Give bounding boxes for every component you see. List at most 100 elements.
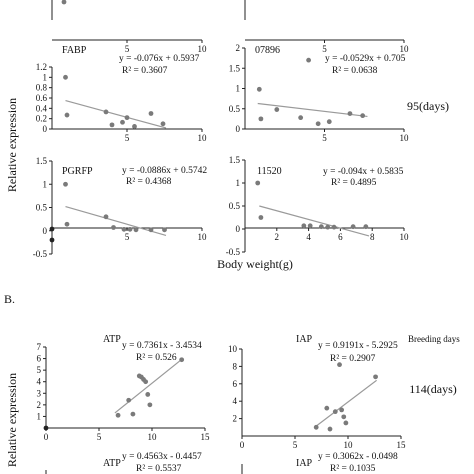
y-tick-label: 6	[233, 379, 238, 389]
data-point	[326, 119, 332, 125]
x-tick-label: 10	[400, 44, 410, 54]
data-point	[331, 224, 337, 230]
data-point	[103, 109, 109, 115]
data-point	[274, 107, 280, 112]
chart-panel-07896: 5 10 0 0.5 1 1.5 2 07896 y = -0.0529x + 0.705 R² …	[229, 43, 409, 143]
origin-dot	[49, 226, 55, 232]
chart-panel-FABP: 5 10 00.20.40.60.811.2 FABP y = -0.076x + 0.…	[36, 45, 207, 143]
y-tick-label: 2	[233, 414, 238, 424]
y-tick-label: 7	[37, 342, 42, 352]
regression-equation: y = -0.0886x + 0.5742	[122, 166, 207, 176]
data-point	[124, 115, 130, 121]
regression-equation: y = 0.3062x - 0.0498	[318, 452, 398, 462]
data-point	[64, 112, 70, 118]
data-point	[120, 119, 125, 125]
y-tick-label: 1	[37, 411, 42, 421]
y-tick-label: 0.5	[36, 203, 48, 213]
data-point	[347, 111, 353, 117]
data-point	[111, 225, 116, 230]
y-tick-label: 0.4	[36, 103, 48, 113]
y-tick-label: 1	[43, 179, 48, 189]
data-point	[363, 224, 369, 230]
panel-title: IAP	[296, 458, 313, 469]
data-point	[61, 0, 67, 5]
data-point	[115, 412, 121, 418]
y-tick-label: 1.5	[36, 156, 48, 166]
y-tick-label: 0.8	[36, 83, 48, 93]
y-axis-label: Relative expression	[5, 98, 19, 192]
breeding-days-label: Breeding days	[408, 334, 460, 344]
data-point	[324, 405, 330, 411]
y-tick-label: 0.6	[36, 93, 48, 103]
x-tick-label: 0	[44, 432, 49, 442]
x-tick-label: 0	[240, 440, 245, 450]
x-tick-label: 5	[293, 440, 298, 450]
panel-letter-b: B.	[4, 292, 15, 306]
panel-title: 11520	[257, 166, 282, 177]
y-tick-label: 4	[37, 377, 42, 387]
x-tick-label: 10	[400, 133, 410, 143]
r-squared: R² = 0.4368	[126, 177, 172, 187]
trend-line	[65, 100, 167, 129]
data-point	[258, 116, 264, 122]
data-point	[145, 392, 151, 397]
data-point	[63, 74, 68, 80]
data-point	[160, 121, 166, 127]
y-tick-label: 10	[228, 344, 238, 354]
x-tick-label: 5	[125, 133, 130, 143]
data-point	[332, 409, 338, 415]
regression-equation: y = 0.9191x - 5.2925	[318, 341, 398, 351]
data-point	[373, 374, 378, 380]
y-tick-label: 1	[236, 178, 241, 188]
data-point	[360, 113, 366, 119]
r-squared: R² = 0.2907	[330, 354, 376, 364]
regression-equation: y = -0.0529x + 0.705	[325, 54, 406, 64]
x-tick-label: 10	[198, 232, 208, 242]
panel-title: ATP	[103, 458, 121, 469]
regression-equation: y = 0.7361x - 3.4534	[122, 341, 202, 351]
x-tick-label: 10	[344, 440, 354, 450]
x-tick-label: 15	[201, 432, 211, 442]
data-point	[103, 214, 109, 220]
data-point	[306, 57, 311, 63]
data-point	[315, 121, 321, 127]
y-tick-label: 3	[37, 388, 42, 398]
y-tick-label: 2	[37, 400, 42, 410]
data-point	[327, 426, 333, 432]
data-point	[258, 215, 264, 220]
data-point	[255, 180, 261, 186]
data-point	[109, 122, 115, 128]
data-point	[256, 86, 262, 92]
chart-panel-top-right-partial: 5 10	[244, 0, 410, 54]
panel-title: PGRFP	[62, 166, 93, 177]
trend-line	[114, 358, 184, 414]
y-tick-label: 8	[233, 361, 238, 371]
panel-title: 07896	[255, 45, 280, 56]
x-tick-label: 15	[397, 440, 407, 450]
x-tick-label: 4	[306, 232, 311, 242]
data-point	[318, 224, 324, 230]
chart-panel-IAP-114: 0 5 10 15 2 4 6 8 10 IAP y = 0.9191x - 5.2925 R² = …	[228, 334, 406, 450]
y-tick-label: 1.5	[229, 63, 241, 73]
data-point	[63, 181, 68, 187]
data-point	[179, 357, 185, 363]
data-point	[325, 224, 331, 230]
x-tick-label: 5	[322, 133, 327, 143]
y-tick-label: -0.5	[33, 249, 48, 259]
data-point	[143, 379, 149, 385]
panel-title: ATP	[103, 334, 121, 345]
data-point	[148, 227, 154, 233]
data-point	[350, 224, 356, 230]
data-point	[337, 362, 342, 368]
data-point	[133, 227, 139, 233]
data-point	[339, 407, 345, 413]
y-tick-label: 5	[37, 365, 42, 375]
data-point	[313, 424, 319, 430]
data-point	[298, 115, 304, 121]
y-tick-label: -0.5	[226, 247, 241, 257]
r-squared: R² = 0.526	[136, 353, 177, 363]
r-squared: R² = 0.5537	[136, 464, 182, 474]
r-squared: R² = 0.3607	[122, 66, 168, 76]
y-tick-label: 0.5	[229, 201, 241, 211]
